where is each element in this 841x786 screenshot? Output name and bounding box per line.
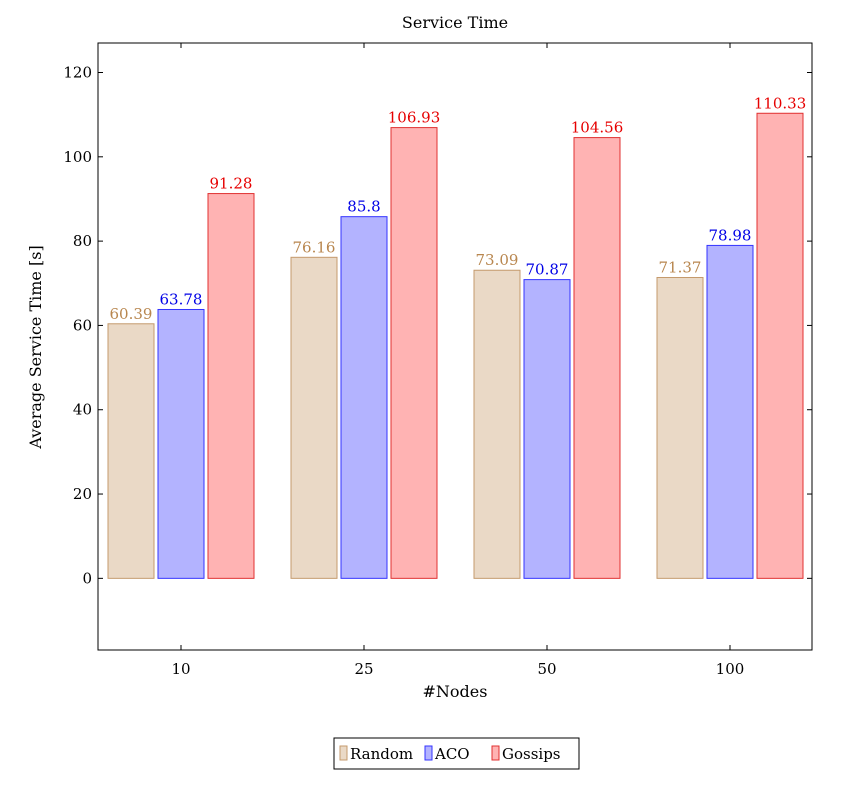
data-label-gossips-100: 110.33 [754, 94, 807, 112]
y-tick-label: 100 [63, 148, 92, 166]
data-label-random-10: 60.39 [110, 305, 153, 323]
x-axis-label: #Nodes [423, 682, 488, 701]
bar-gossips-25 [390, 127, 438, 579]
plot-area: 0 20 40 60 80 100 120 10 60.39 63.78 91.28 25 76.16 8… [63, 42, 813, 678]
y-tick-label: 40 [73, 401, 92, 419]
y-tick-label: 0 [82, 569, 92, 587]
bar-aco-50 [523, 279, 571, 579]
chart-title: Service Time [402, 13, 508, 32]
data-label-aco-25: 85.8 [347, 198, 380, 216]
y-axis-label: Average Service Time [s] [26, 245, 45, 449]
bar-gossips-50 [573, 137, 621, 579]
data-label-aco-50: 70.87 [526, 261, 569, 279]
x-tick-label: 50 [537, 660, 556, 678]
plot-frame [97, 42, 813, 651]
legend-swatch-random [339, 745, 348, 761]
bar-gossips-10 [207, 193, 255, 579]
bar-gossips-100 [756, 112, 804, 579]
data-label-gossips-25: 106.93 [388, 109, 441, 127]
legend-label-random: Random [350, 745, 413, 763]
data-label-gossips-50: 104.56 [571, 119, 624, 137]
legend-label-aco: ACO [434, 745, 470, 763]
legend: Random ACO Gossips [333, 737, 580, 770]
data-label-aco-10: 63.78 [160, 290, 203, 308]
legend-swatch-aco [424, 745, 433, 761]
x-tick-label: 25 [354, 660, 373, 678]
data-label-random-100: 71.37 [659, 258, 702, 276]
data-label-aco-100: 78.98 [709, 226, 752, 244]
bar-random-25 [290, 256, 338, 579]
y-tick-label: 20 [73, 485, 92, 503]
data-label-gossips-10: 91.28 [210, 175, 253, 193]
bar-random-10 [107, 323, 155, 579]
x-tick-label: 100 [716, 660, 745, 678]
legend-box [333, 737, 580, 770]
bar-aco-100 [706, 244, 754, 579]
data-label-random-25: 76.16 [293, 238, 336, 256]
data-label-random-50: 73.09 [476, 251, 519, 269]
legend-label-gossips: Gossips [502, 745, 561, 763]
bar-random-50 [473, 269, 521, 579]
bar-aco-10 [157, 308, 205, 579]
bar-random-100 [656, 276, 704, 579]
y-tick-label: 60 [73, 316, 92, 334]
bar-aco-25 [340, 216, 388, 579]
y-tick-label: 120 [63, 64, 92, 82]
x-tick-label: 10 [171, 660, 190, 678]
y-tick-label: 80 [73, 232, 92, 250]
legend-swatch-gossips [491, 745, 500, 761]
